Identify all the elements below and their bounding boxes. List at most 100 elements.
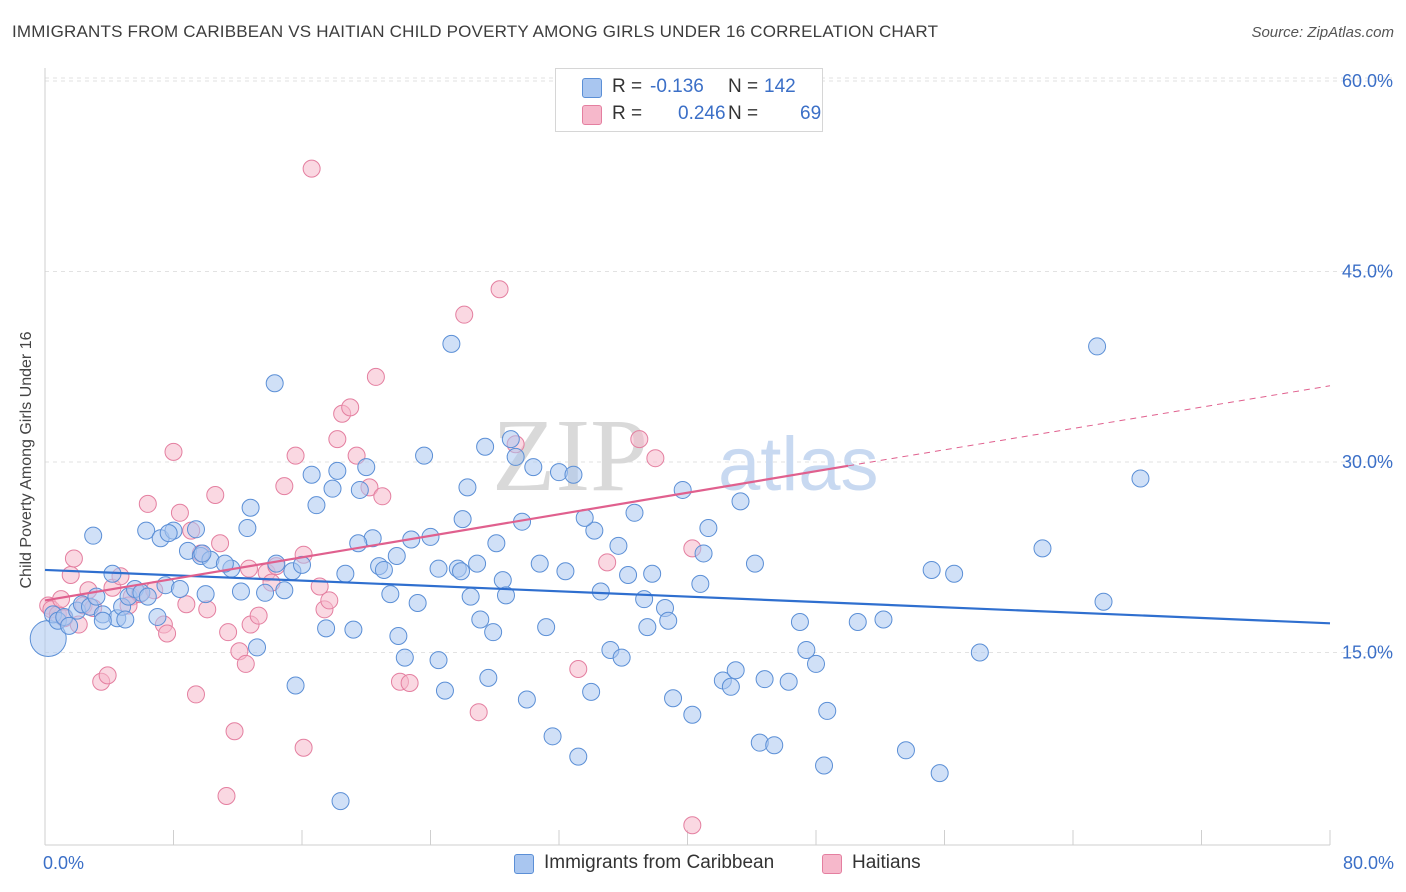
caribbean-point bbox=[493, 571, 512, 590]
caribbean-point bbox=[609, 536, 628, 555]
haitian-point bbox=[64, 549, 83, 568]
caribbean-point bbox=[461, 587, 480, 606]
r-label: R = bbox=[612, 76, 643, 97]
caribbean-point bbox=[374, 560, 393, 579]
caribbean-point bbox=[818, 701, 837, 720]
haitian-point bbox=[302, 159, 321, 178]
haitian-point bbox=[177, 595, 196, 614]
haitian-point bbox=[294, 738, 313, 757]
haitian-point bbox=[366, 367, 385, 386]
haitian-point bbox=[249, 606, 268, 625]
y-axis-label: Child Poverty Among Girls Under 16 bbox=[18, 331, 35, 589]
caribbean-point bbox=[1131, 469, 1150, 488]
caribbean-point bbox=[848, 613, 867, 632]
n-label: N = bbox=[728, 103, 759, 124]
caribbean-point bbox=[659, 611, 678, 630]
caribbean-point bbox=[248, 638, 267, 657]
caribbean-point bbox=[745, 554, 764, 573]
caribbean-point bbox=[790, 613, 809, 632]
y-tick-label: 45.0% bbox=[1342, 262, 1393, 282]
haitian-point bbox=[219, 623, 238, 642]
caribbean-point bbox=[408, 593, 427, 612]
caribbean-point bbox=[765, 736, 784, 755]
caribbean-point bbox=[60, 616, 79, 635]
caribbean-point bbox=[389, 626, 408, 645]
caribbean-swatch bbox=[514, 854, 534, 874]
caribbean-point bbox=[496, 586, 515, 605]
caribbean-point bbox=[93, 611, 112, 630]
caribbean-point bbox=[302, 465, 321, 484]
haitian-point bbox=[138, 494, 157, 513]
caribbean-point bbox=[638, 618, 657, 637]
r-value: -0.136 bbox=[650, 76, 704, 97]
haitian-point bbox=[630, 430, 649, 449]
caribbean-point bbox=[524, 458, 543, 477]
caribbean-point bbox=[721, 677, 740, 696]
caribbean-point bbox=[612, 648, 631, 667]
caribbean-point bbox=[193, 544, 212, 563]
haitian-point bbox=[646, 449, 665, 468]
caribbean-point bbox=[328, 461, 347, 480]
haitian-point bbox=[236, 654, 255, 673]
caribbean-point bbox=[537, 618, 556, 637]
caribbean-point bbox=[331, 792, 350, 811]
haitian-point bbox=[158, 624, 177, 643]
caribbean-point bbox=[922, 560, 941, 579]
caribbean-swatch bbox=[582, 78, 602, 98]
caribbean-point bbox=[699, 519, 718, 538]
haitian-point bbox=[275, 477, 294, 496]
haitian-point bbox=[373, 487, 392, 506]
caribbean-point bbox=[344, 620, 363, 639]
caribbean-points bbox=[29, 334, 1150, 811]
caribbean-point bbox=[357, 458, 376, 477]
caribbean-point bbox=[256, 583, 275, 602]
haitian-swatch bbox=[822, 854, 842, 874]
haitian-point bbox=[598, 553, 617, 572]
caribbean-point bbox=[1088, 337, 1107, 356]
caribbean-point bbox=[159, 524, 178, 543]
haitian-point bbox=[569, 660, 588, 679]
caribbean-point bbox=[429, 559, 448, 578]
caribbean-point bbox=[874, 610, 893, 629]
zipatlas-watermark: ZIP atlas bbox=[492, 398, 879, 513]
source-label: Source: ZipAtlas.com bbox=[1251, 24, 1394, 41]
caribbean-point bbox=[138, 587, 157, 606]
caribbean-point bbox=[673, 480, 692, 499]
caribbean-point bbox=[265, 374, 284, 393]
caribbean-point bbox=[643, 564, 662, 583]
caribbean-point bbox=[556, 562, 575, 581]
legend-label: Haitians bbox=[852, 852, 921, 873]
legend-label: Immigrants from Caribbean bbox=[544, 852, 775, 873]
haitian-point bbox=[206, 486, 225, 505]
haitian-point bbox=[186, 685, 205, 704]
caribbean-point bbox=[501, 430, 520, 449]
caribbean-point bbox=[381, 585, 400, 604]
caribbean-point bbox=[275, 581, 294, 600]
caribbean-point bbox=[479, 668, 498, 687]
x-tick-min: 0.0% bbox=[43, 853, 85, 873]
haitian-point bbox=[328, 430, 347, 449]
caribbean-point bbox=[517, 690, 536, 709]
haitian-trend-extension bbox=[848, 385, 1331, 467]
caribbean-point bbox=[694, 544, 713, 563]
r-label: R = bbox=[612, 103, 643, 124]
caribbean-point bbox=[476, 437, 495, 456]
caribbean-point bbox=[215, 554, 234, 573]
caribbean-point bbox=[415, 446, 434, 465]
caribbean-point bbox=[170, 580, 189, 598]
haitian-point bbox=[286, 446, 305, 465]
caribbean-point bbox=[84, 526, 103, 545]
y-tick-labels: 15.0% 30.0% 45.0% 60.0% bbox=[1342, 71, 1393, 663]
caribbean-point bbox=[137, 521, 156, 540]
haitian-swatch bbox=[582, 105, 602, 125]
haitian-point bbox=[490, 280, 509, 299]
caribbean-point bbox=[815, 756, 834, 775]
chart-title: IMMIGRANTS FROM CARIBBEAN VS HAITIAN CHI… bbox=[12, 22, 939, 41]
n-value: 69 bbox=[800, 103, 822, 124]
caribbean-point bbox=[683, 705, 702, 724]
caribbean-point bbox=[323, 479, 342, 498]
trend-lines bbox=[44, 385, 1331, 625]
caribbean-point bbox=[779, 672, 798, 691]
caribbean-point bbox=[116, 610, 135, 629]
